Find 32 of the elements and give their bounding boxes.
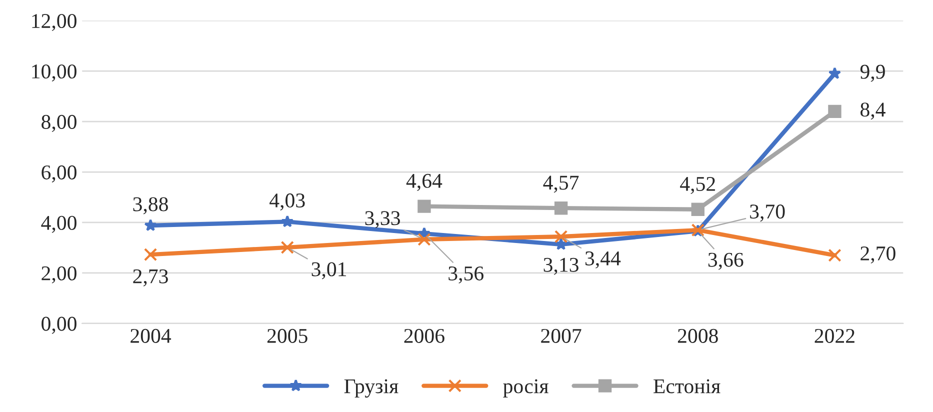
data-label: 9,9: [860, 64, 885, 82]
data-label: 3,44: [585, 251, 621, 268]
data-label: 3,66: [708, 252, 744, 270]
y-tick-label: 10,00: [32, 64, 76, 82]
data-label: 4,52: [680, 176, 715, 194]
data-label: 3,01: [312, 262, 346, 280]
y-tick-label: 2,00: [42, 266, 76, 284]
y-tick-label: 8,00: [42, 114, 76, 132]
legend-label: Грузія: [344, 379, 398, 398]
x-tick-label: 2005: [267, 328, 308, 343]
data-label: 4,64: [406, 174, 442, 191]
legend-label: Естонія: [654, 379, 720, 394]
x-tick-label: 2022: [814, 328, 854, 343]
y-tick-label: 6,00: [42, 165, 76, 182]
data-label: 8,4: [860, 102, 886, 120]
data-label: 3,13: [544, 258, 578, 275]
data-label: 3,88: [133, 197, 168, 214]
x-tick-label: 2004: [130, 328, 172, 343]
x-tick-label: 2008: [678, 328, 718, 343]
data-label: 4,03: [270, 193, 305, 210]
data-label: 2,73: [133, 269, 168, 286]
y-tick-label: 0,00: [42, 316, 76, 334]
data-label: 4,57: [543, 176, 579, 193]
data-label: 3,56: [448, 266, 484, 284]
data-label: 3,70: [750, 204, 785, 222]
y-tick-label: 4,00: [41, 216, 76, 233]
data-label: 3,33: [365, 211, 400, 228]
legend-label: росія: [503, 379, 548, 398]
data-label: 2,70: [860, 246, 896, 264]
x-tick-label: 2006: [404, 328, 444, 343]
x-tick-label: 2007: [541, 328, 582, 343]
y-tick-label: 12,00: [32, 14, 76, 32]
